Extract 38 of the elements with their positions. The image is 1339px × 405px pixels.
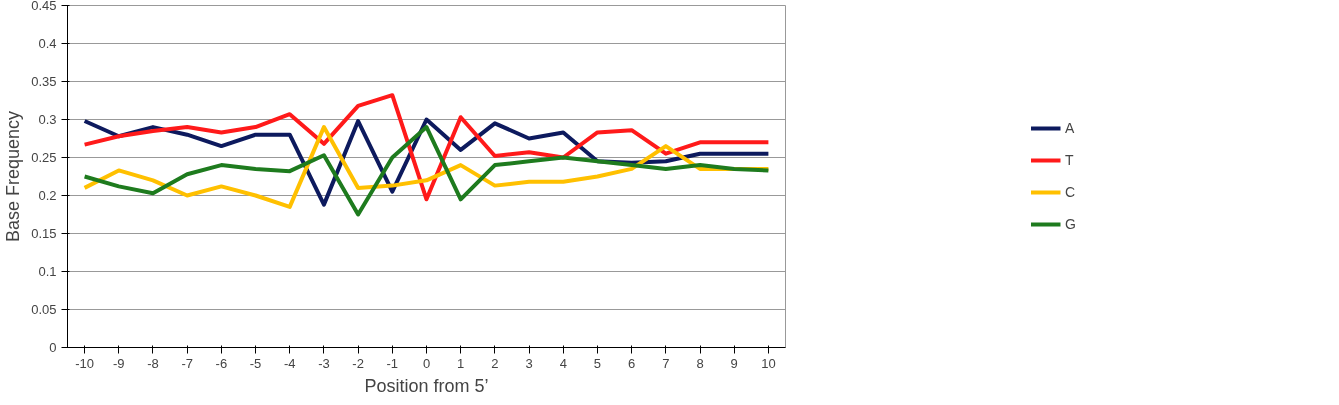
x-tick-label: -6 [215, 355, 228, 371]
x-tick-label: 5 [593, 355, 602, 371]
x-axis-title: Position from 5’ [364, 375, 489, 396]
y-tick-label: 0.05 [31, 302, 57, 317]
line-series [82, 93, 771, 202]
x-tick-label: -2 [352, 355, 364, 371]
y-tick-label: 0.25 [31, 150, 57, 165]
x-tick-label: 0 [422, 355, 431, 371]
y-tick-label: 0.35 [31, 74, 57, 89]
x-tick-label: 3 [525, 355, 533, 371]
x-tick-label: -5 [249, 355, 262, 371]
x-tick-label: 2 [491, 355, 499, 371]
y-tick-label: 0.1 [38, 264, 57, 279]
y-tick-label: 0.45 [31, 0, 57, 13]
legend-label: T [1065, 152, 1075, 168]
x-tick-label: -10 [75, 355, 94, 371]
x-tick-label: -9 [113, 355, 125, 371]
legend-label: C [1065, 184, 1077, 200]
x-tick-label: 1 [457, 355, 465, 371]
y-tick-label: 0.3 [38, 112, 57, 127]
x-tick-label: 9 [730, 355, 738, 371]
y-tick-label: 0.4 [38, 36, 57, 51]
x-tick-label: -1 [386, 355, 399, 371]
x-tick-label: 7 [662, 355, 670, 371]
x-tick-label: 8 [696, 355, 704, 371]
x-tick-label: -8 [147, 355, 159, 371]
y-axis-title: Base Frequency [3, 110, 24, 243]
x-tick-label: 6 [628, 355, 636, 371]
x-tick-label: 4 [559, 355, 567, 371]
x-tick-label: -3 [318, 355, 330, 371]
legend-label: A [1065, 120, 1076, 136]
y-tick-label: 0.15 [31, 226, 57, 241]
y-tick-label: 0 [49, 340, 57, 355]
x-tick-label: -4 [283, 355, 296, 371]
legend-label: G [1065, 216, 1077, 232]
y-tick-label: 0.2 [38, 188, 57, 203]
x-tick-label: 10 [761, 355, 776, 371]
x-tick-label: -7 [181, 355, 193, 371]
